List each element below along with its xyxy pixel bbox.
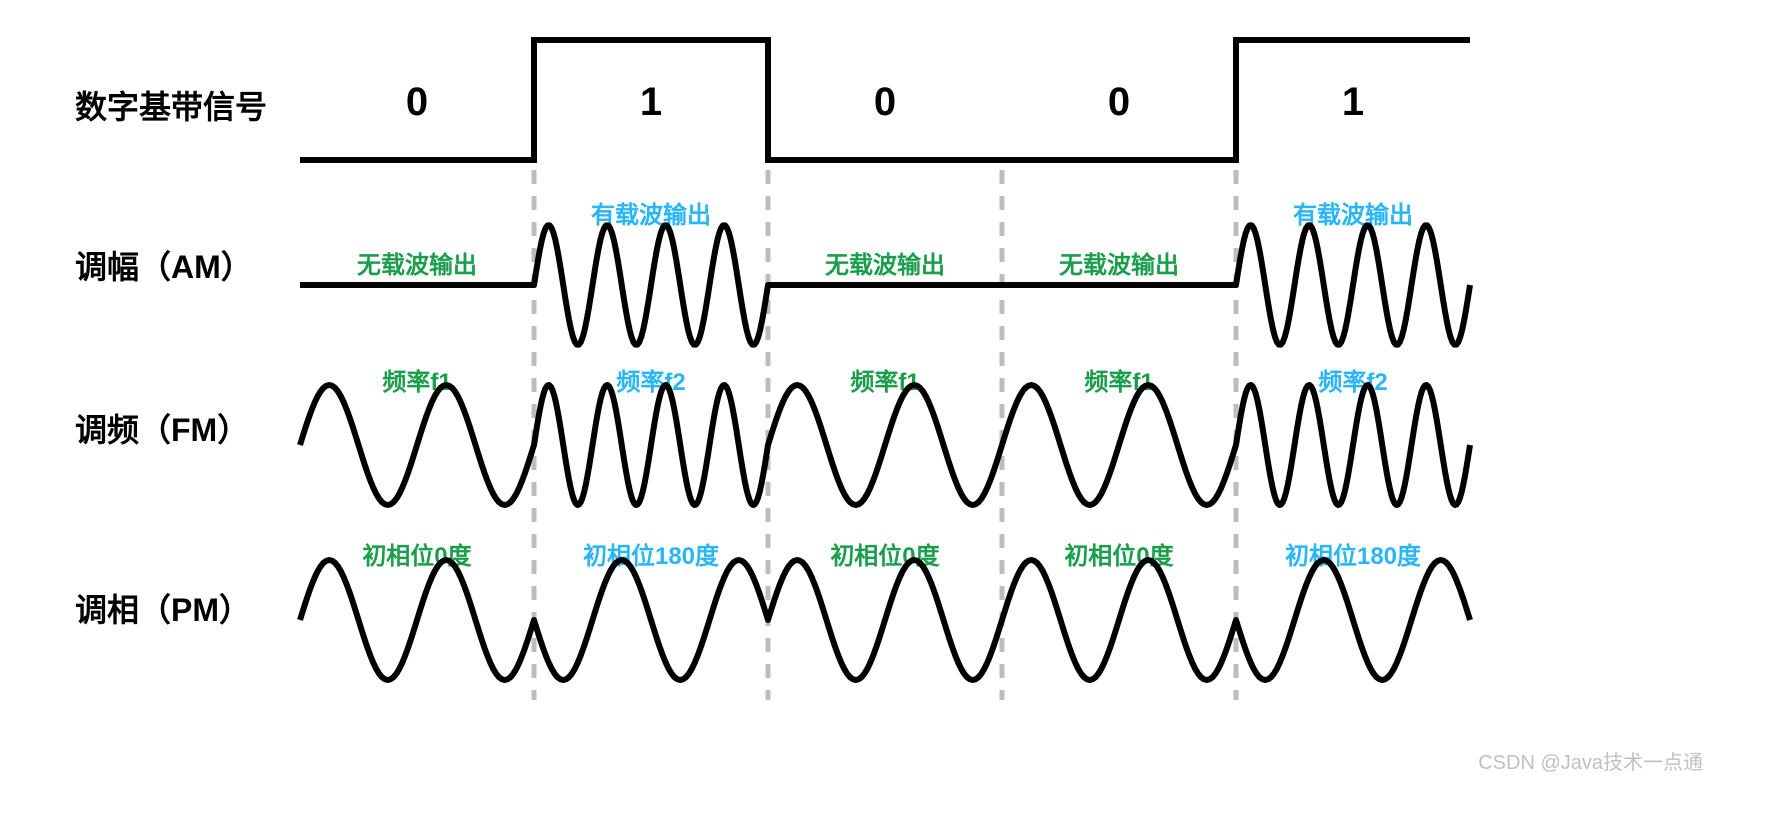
am-waveform [300,225,1470,344]
diagram-svg [0,0,1783,815]
fm-waveform [300,385,1470,505]
pm-waveform [300,560,1470,680]
baseband-waveform [300,40,1470,160]
